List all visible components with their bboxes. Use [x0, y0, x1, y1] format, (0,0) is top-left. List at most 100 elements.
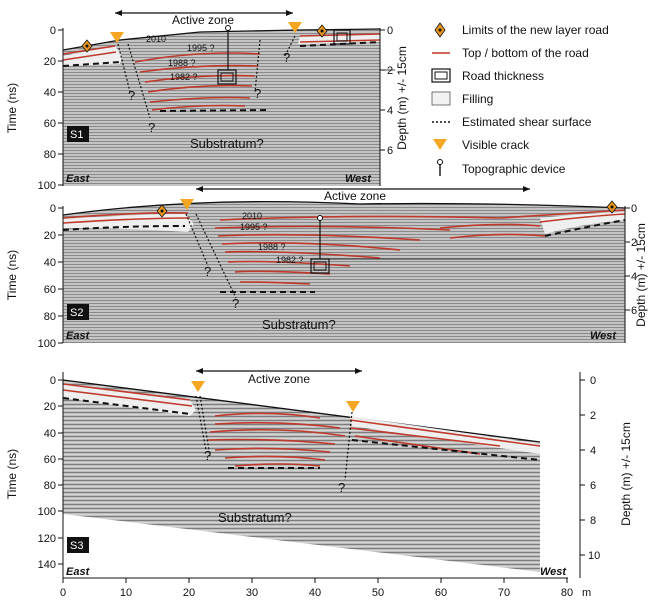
time-axis-s1: 0 20 40 60 80 100: [38, 25, 63, 192]
svg-text:0: 0: [50, 203, 56, 215]
panel-s2: ? ? 2010 1995 ? 1988 ? 1982 ? Active zon…: [5, 186, 648, 350]
legend: Limits of the new layer road Top / botto…: [431, 22, 609, 176]
depth-axis-label: Depth (m) +/- 15cm: [634, 223, 648, 327]
time-axis-s3: 0 20 40 60 80 100 120 140: [38, 375, 63, 571]
depth-axis-s2: 0 2 4 6: [625, 203, 637, 317]
svg-text:0: 0: [631, 203, 637, 215]
orange-triangle-icon: [433, 139, 447, 150]
radar-section-s3: [63, 380, 540, 572]
pin-icon: [437, 159, 443, 176]
shear-surfaces-s2: [185, 213, 237, 299]
svg-text:4: 4: [631, 271, 637, 283]
year-label: 2010: [146, 34, 166, 44]
question-s1d: ?: [283, 50, 290, 65]
svg-text:2: 2: [590, 410, 596, 422]
svg-text:100: 100: [38, 506, 56, 518]
substratum-label: Substratum?: [262, 317, 336, 332]
diamond-marker-icon: [434, 22, 446, 38]
depth-axis-s3: 0 2 4 6 8 10: [580, 375, 600, 562]
svg-text:80: 80: [561, 587, 573, 599]
svg-text:20: 20: [44, 401, 56, 413]
svg-text:0: 0: [387, 25, 393, 37]
svg-text:4: 4: [387, 105, 393, 117]
year-label: 1988 ?: [258, 242, 286, 252]
x-unit-label: m: [582, 587, 591, 599]
svg-text:20: 20: [44, 56, 56, 68]
svg-text:40: 40: [309, 587, 321, 599]
visible-crack-icon: [346, 401, 360, 412]
question-s1b: ?: [148, 120, 155, 135]
legend-label: Limits of the new layer road: [462, 23, 609, 37]
time-axis-label: Time (ns): [5, 83, 19, 133]
active-zone-arrow: [196, 186, 530, 192]
surface-line-s2: [62, 200, 626, 216]
topographic-device-icon: [317, 215, 323, 259]
radar-section-s2: [63, 201, 625, 343]
svg-text:50: 50: [372, 587, 384, 599]
road-thickness-box: [217, 69, 237, 85]
shear-surfaces-s3: [195, 395, 353, 481]
substratum-label: Substratum?: [190, 136, 264, 151]
depth-axis-s1: 0 2 4 6: [380, 25, 393, 157]
surface-line-s3: [62, 379, 541, 443]
question-s1c: ?: [254, 86, 261, 101]
panel-s1: ? ? ? ? 2010 1995 ? 1988 ? 1982 ?: [5, 10, 409, 192]
visible-crack-icon: [288, 22, 302, 33]
active-zone-arrow: [115, 10, 293, 16]
svg-text:4: 4: [590, 445, 596, 457]
year-label: 1988 ?: [168, 58, 196, 68]
active-zone-label: Active zone: [248, 372, 310, 386]
radar-section-s1: [63, 29, 380, 186]
question-s2b: ?: [232, 296, 239, 311]
section-tag: S1: [70, 129, 83, 141]
substratum-line-s2c: [544, 219, 626, 237]
double-rectangle-icon: [431, 68, 451, 83]
svg-text:40: 40: [44, 428, 56, 440]
x-axis-s3: 0 10 20 30 40 50 60 70 80 m: [60, 578, 591, 599]
svg-text:60: 60: [44, 284, 56, 296]
substratum-line-s1b: [159, 109, 271, 112]
surface-line-s1: [62, 28, 381, 51]
svg-text:20: 20: [44, 230, 56, 242]
svg-text:100: 100: [38, 180, 56, 192]
time-axis-label: Time (ns): [5, 250, 19, 300]
year-label: 2010: [242, 211, 262, 221]
question-s3a: ?: [204, 448, 211, 463]
svg-text:80: 80: [44, 480, 56, 492]
filling-s2b: [540, 212, 625, 234]
visible-crack-icon: [110, 32, 124, 43]
limit-marker-icon: [316, 24, 328, 38]
depth-axis-label: Depth (m) +/- 15cm: [619, 422, 633, 526]
section-tag-bg: [67, 126, 89, 142]
svg-text:40: 40: [44, 87, 56, 99]
east-label: East: [66, 173, 91, 185]
active-zone-label: Active zone: [324, 189, 386, 203]
time-axis-label: Time (ns): [5, 449, 19, 499]
road-lines-s3: [62, 383, 541, 467]
legend-label: Visible crack: [462, 138, 530, 152]
legend-label: Road thickness: [462, 69, 544, 83]
legend-label: Filling: [462, 92, 493, 106]
legend-label: Top / bottom of the road: [462, 46, 589, 60]
depth-axis-label: Depth (m) +/- 15cm: [395, 46, 409, 150]
substratum-label: Substratum?: [218, 510, 292, 525]
svg-text:60: 60: [435, 587, 447, 599]
substratum-line-s3: [62, 397, 191, 415]
filling-s3: [63, 384, 196, 416]
svg-text:80: 80: [44, 149, 56, 161]
active-zone-arrow: [196, 368, 362, 374]
question-s2a: ?: [204, 264, 211, 279]
question-s3b: ?: [338, 480, 345, 495]
svg-text:70: 70: [498, 587, 510, 599]
west-label: West: [590, 330, 617, 342]
svg-text:120: 120: [38, 533, 56, 545]
svg-text:20: 20: [183, 587, 195, 599]
svg-text:80: 80: [44, 311, 56, 323]
svg-text:6: 6: [631, 305, 637, 317]
svg-text:10: 10: [588, 550, 600, 562]
visible-crack-icon: [191, 381, 205, 392]
svg-text:0: 0: [50, 375, 56, 387]
topographic-device-icon: [225, 25, 231, 70]
section-tag-bg: [67, 304, 89, 320]
